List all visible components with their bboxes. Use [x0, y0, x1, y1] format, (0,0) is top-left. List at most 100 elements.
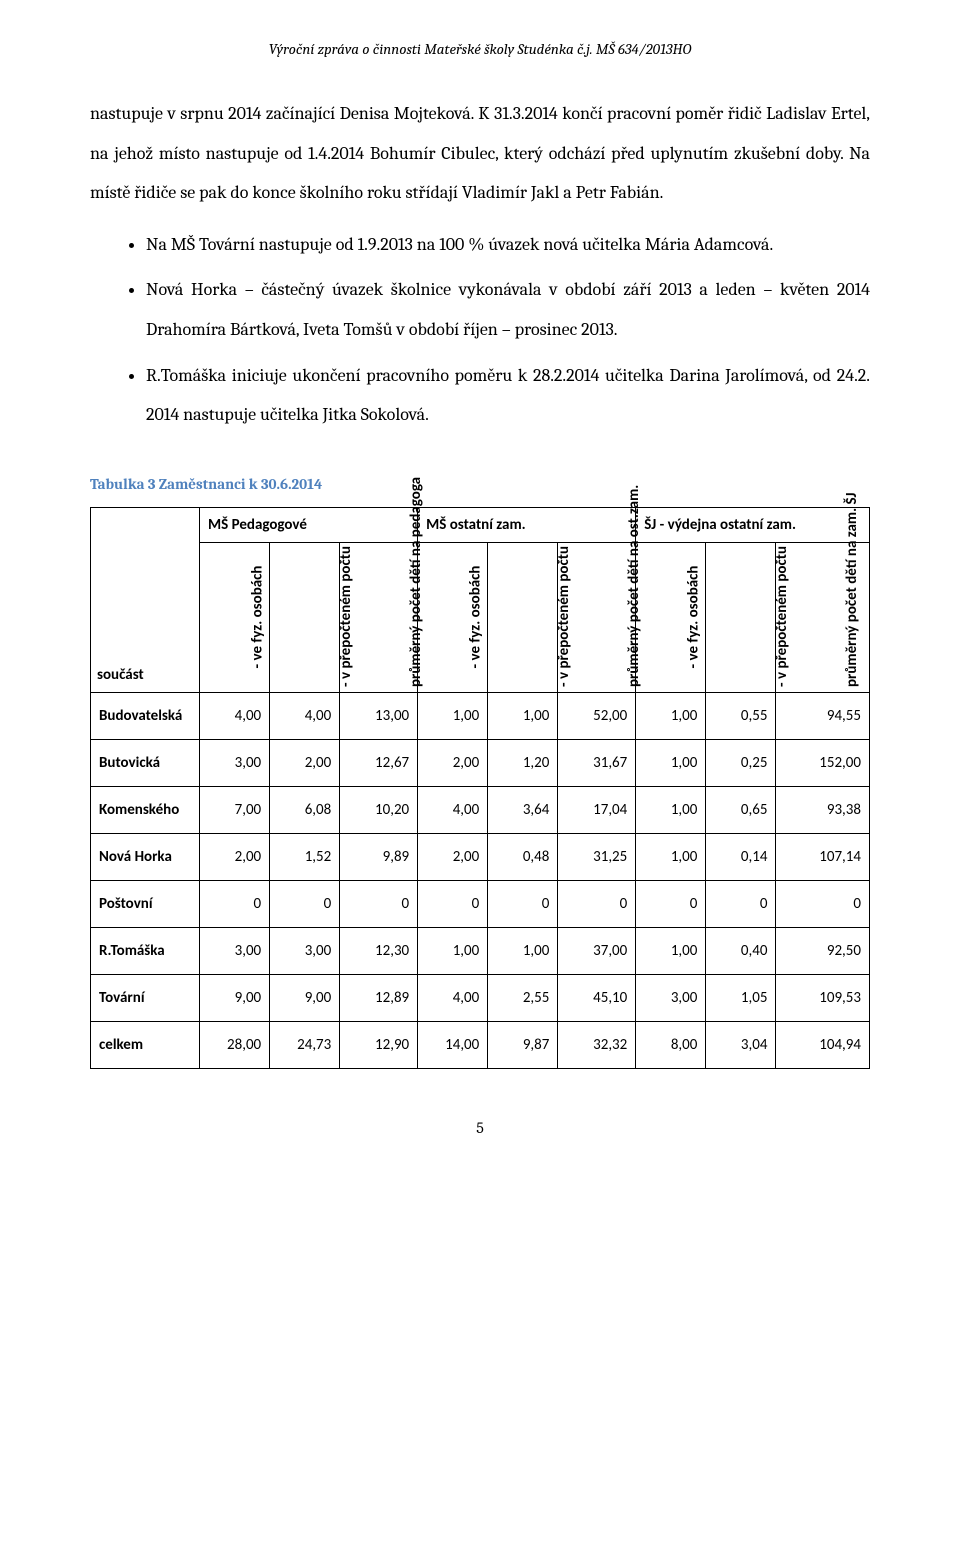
group-header-ostatni: MŠ ostatní zam. — [418, 507, 636, 542]
cell: 1,00 — [418, 692, 488, 739]
cell: 9,87 — [488, 1021, 558, 1068]
cell: 2,55 — [488, 974, 558, 1021]
table-row: R.Tomáška3,003,0012,301,001,0037,001,000… — [91, 927, 870, 974]
cell: 2,00 — [270, 739, 340, 786]
row-label: Tovární — [91, 974, 200, 1021]
row-label: Nová Horka — [91, 833, 200, 880]
table-row: Budovatelská4,004,0013,001,001,0052,001,… — [91, 692, 870, 739]
row-label: R.Tomáška — [91, 927, 200, 974]
cell: 1,00 — [636, 739, 706, 786]
cell: 1,05 — [706, 974, 776, 1021]
cell: 1,20 — [488, 739, 558, 786]
cell: 1,00 — [636, 927, 706, 974]
col-header: - v přepočteném počtu — [706, 542, 776, 692]
cell: 31,25 — [558, 833, 636, 880]
cell: 3,00 — [636, 974, 706, 1021]
page-header: Výroční zpráva o činnosti Mateřské školy… — [90, 40, 870, 58]
cell: 0 — [706, 880, 776, 927]
cell: 32,32 — [558, 1021, 636, 1068]
row-label: Poštovní — [91, 880, 200, 927]
cell: 4,00 — [200, 692, 270, 739]
cell: 1,00 — [418, 927, 488, 974]
bullet-list: Na MŠ Tovární nastupuje od 1.9.2013 na 1… — [90, 225, 870, 435]
cell: 109,53 — [776, 974, 870, 1021]
cell: 14,00 — [418, 1021, 488, 1068]
group-header-pedagogove: MŠ Pedagogové — [200, 507, 418, 542]
cell: 45,10 — [558, 974, 636, 1021]
row-label: Butovická — [91, 739, 200, 786]
cell: 31,67 — [558, 739, 636, 786]
cell: 12,67 — [340, 739, 418, 786]
cell: 1,00 — [488, 692, 558, 739]
cell: 10,20 — [340, 786, 418, 833]
row-label: Komenského — [91, 786, 200, 833]
cell: 1,00 — [636, 833, 706, 880]
col-header: - ve fyz. osobách — [636, 542, 706, 692]
cell: 12,30 — [340, 927, 418, 974]
cell: 0 — [636, 880, 706, 927]
cell: 94,55 — [776, 692, 870, 739]
cell: 17,04 — [558, 786, 636, 833]
cell: 2,00 — [418, 739, 488, 786]
table-row: Butovická3,002,0012,672,001,2031,671,000… — [91, 739, 870, 786]
cell: 13,00 — [340, 692, 418, 739]
cell: 2,00 — [200, 833, 270, 880]
cell: 0 — [340, 880, 418, 927]
col-header: - ve fyz. osobách — [418, 542, 488, 692]
cell: 0,40 — [706, 927, 776, 974]
cell: 9,00 — [200, 974, 270, 1021]
cell: 0 — [558, 880, 636, 927]
cell: 3,00 — [200, 739, 270, 786]
cell: 9,89 — [340, 833, 418, 880]
cell: 9,00 — [270, 974, 340, 1021]
cell: 107,14 — [776, 833, 870, 880]
group-header-sj: ŠJ - výdejna ostatní zam. — [636, 507, 870, 542]
cell: 1,00 — [488, 927, 558, 974]
cell: 0,25 — [706, 739, 776, 786]
cell: 1,52 — [270, 833, 340, 880]
row-label: Budovatelská — [91, 692, 200, 739]
table-header-row: součást - ve fyz. osobách - v přepočtené… — [91, 542, 870, 692]
cell: 1,00 — [636, 692, 706, 739]
cell: 152,00 — [776, 739, 870, 786]
cell: 92,50 — [776, 927, 870, 974]
col-header: - v přepočteném počtu — [270, 542, 340, 692]
cell: 0,65 — [706, 786, 776, 833]
cell: 12,90 — [340, 1021, 418, 1068]
cell: 0,14 — [706, 833, 776, 880]
cell: 0 — [488, 880, 558, 927]
table-row: Komenského7,006,0810,204,003,6417,041,00… — [91, 786, 870, 833]
row-label: celkem — [91, 1021, 200, 1068]
cell: 4,00 — [270, 692, 340, 739]
table-row: Nová Horka2,001,529,892,000,4831,251,000… — [91, 833, 870, 880]
cell: 0,48 — [488, 833, 558, 880]
list-item: Na MŠ Tovární nastupuje od 1.9.2013 na 1… — [146, 225, 870, 265]
cell: 28,00 — [200, 1021, 270, 1068]
table-body: Budovatelská4,004,0013,001,001,0052,001,… — [91, 692, 870, 1068]
table-group-row: MŠ Pedagogové MŠ ostatní zam. ŠJ - výdej… — [91, 507, 870, 542]
cell: 7,00 — [200, 786, 270, 833]
cell: 2,00 — [418, 833, 488, 880]
cell: 0 — [200, 880, 270, 927]
table-caption: Tabulka 3 Zaměstnanci k 30.6.2014 — [90, 475, 870, 493]
cell: 3,00 — [270, 927, 340, 974]
cell: 4,00 — [418, 786, 488, 833]
table-corner-spacer — [91, 507, 200, 542]
cell: 37,00 — [558, 927, 636, 974]
cell: 0 — [776, 880, 870, 927]
cell: 0 — [270, 880, 340, 927]
cell: 0,55 — [706, 692, 776, 739]
cell: 104,94 — [776, 1021, 870, 1068]
cell: 12,89 — [340, 974, 418, 1021]
cell: 6,08 — [270, 786, 340, 833]
col-header: - ve fyz. osobách — [200, 542, 270, 692]
cell: 8,00 — [636, 1021, 706, 1068]
table-row: Poštovní000000000 — [91, 880, 870, 927]
cell: 52,00 — [558, 692, 636, 739]
corner-label: součást — [91, 542, 200, 692]
list-item: Nová Horka – částečný úvazek školnice vy… — [146, 270, 870, 349]
cell: 3,00 — [200, 927, 270, 974]
cell: 93,38 — [776, 786, 870, 833]
paragraph: nastupuje v srpnu 2014 začínající Denisa… — [90, 94, 870, 213]
cell: 3,04 — [706, 1021, 776, 1068]
